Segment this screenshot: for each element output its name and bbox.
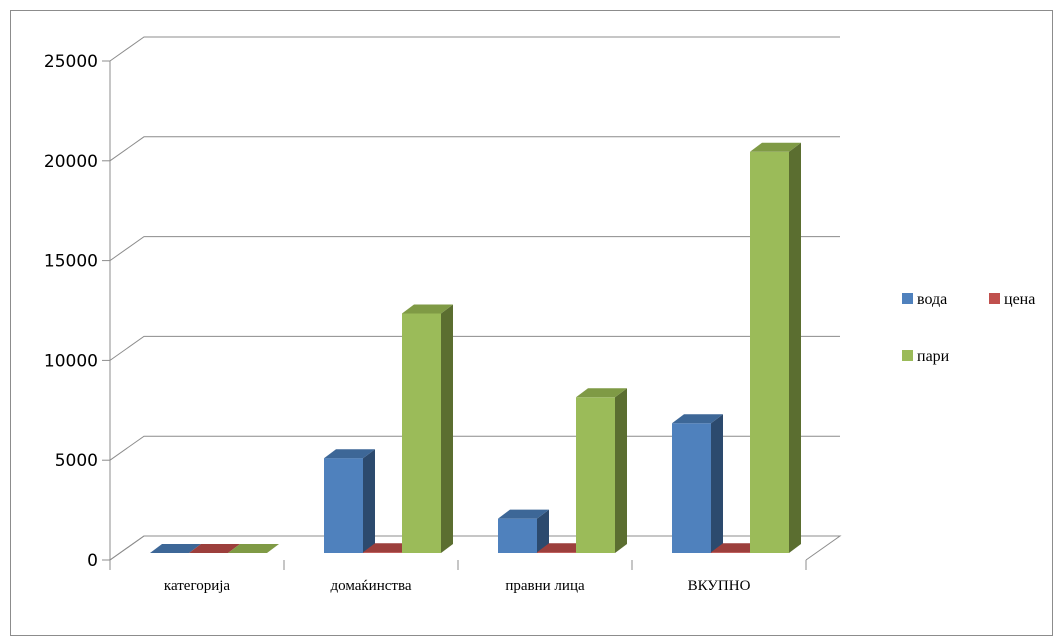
bar bbox=[150, 544, 201, 553]
legend-item: цена bbox=[989, 291, 1035, 308]
gridline bbox=[109, 36, 840, 62]
legend-label: цена bbox=[1004, 291, 1035, 308]
y-tick-label: 0 bbox=[87, 551, 98, 571]
bar bbox=[672, 414, 723, 553]
y-tick-label: 15000 bbox=[44, 252, 98, 272]
gridline bbox=[109, 335, 840, 361]
bar bbox=[189, 544, 240, 553]
chart-border bbox=[10, 10, 1053, 636]
legend-label: вода bbox=[917, 291, 947, 308]
x-tick-label: категорија bbox=[164, 578, 231, 594]
x-tick-label: домаќинства bbox=[331, 578, 412, 594]
y-tick-label: 20000 bbox=[44, 152, 98, 172]
y-tick-label: 25000 bbox=[44, 52, 98, 72]
legend-item: вода bbox=[902, 291, 947, 308]
bar bbox=[498, 509, 549, 553]
legend-swatch bbox=[902, 350, 913, 361]
y-tick-label: 5000 bbox=[55, 451, 98, 471]
gridline bbox=[109, 236, 840, 262]
x-tick-label: ВКУПНО bbox=[688, 578, 751, 594]
bar bbox=[576, 388, 627, 553]
bar bbox=[324, 449, 375, 553]
x-tick-label: правни лица bbox=[505, 578, 585, 594]
legend-swatch bbox=[902, 293, 913, 304]
bars bbox=[150, 142, 801, 553]
legend-label: пари bbox=[917, 348, 950, 365]
bar bbox=[228, 544, 279, 553]
y-axis: 0 5000 10000 15000 20000 25000 bbox=[44, 52, 110, 571]
bar bbox=[402, 304, 453, 553]
gridline bbox=[109, 136, 840, 162]
x-axis: категорија домаќинства правни лица ВКУПНО bbox=[109, 560, 807, 594]
y-tick-label: 10000 bbox=[44, 351, 98, 371]
bar bbox=[750, 142, 801, 553]
gridlines bbox=[109, 36, 840, 561]
legend-swatch bbox=[989, 293, 1000, 304]
legend: вода цена пари bbox=[902, 291, 1035, 365]
legend-item: пари bbox=[902, 348, 950, 365]
